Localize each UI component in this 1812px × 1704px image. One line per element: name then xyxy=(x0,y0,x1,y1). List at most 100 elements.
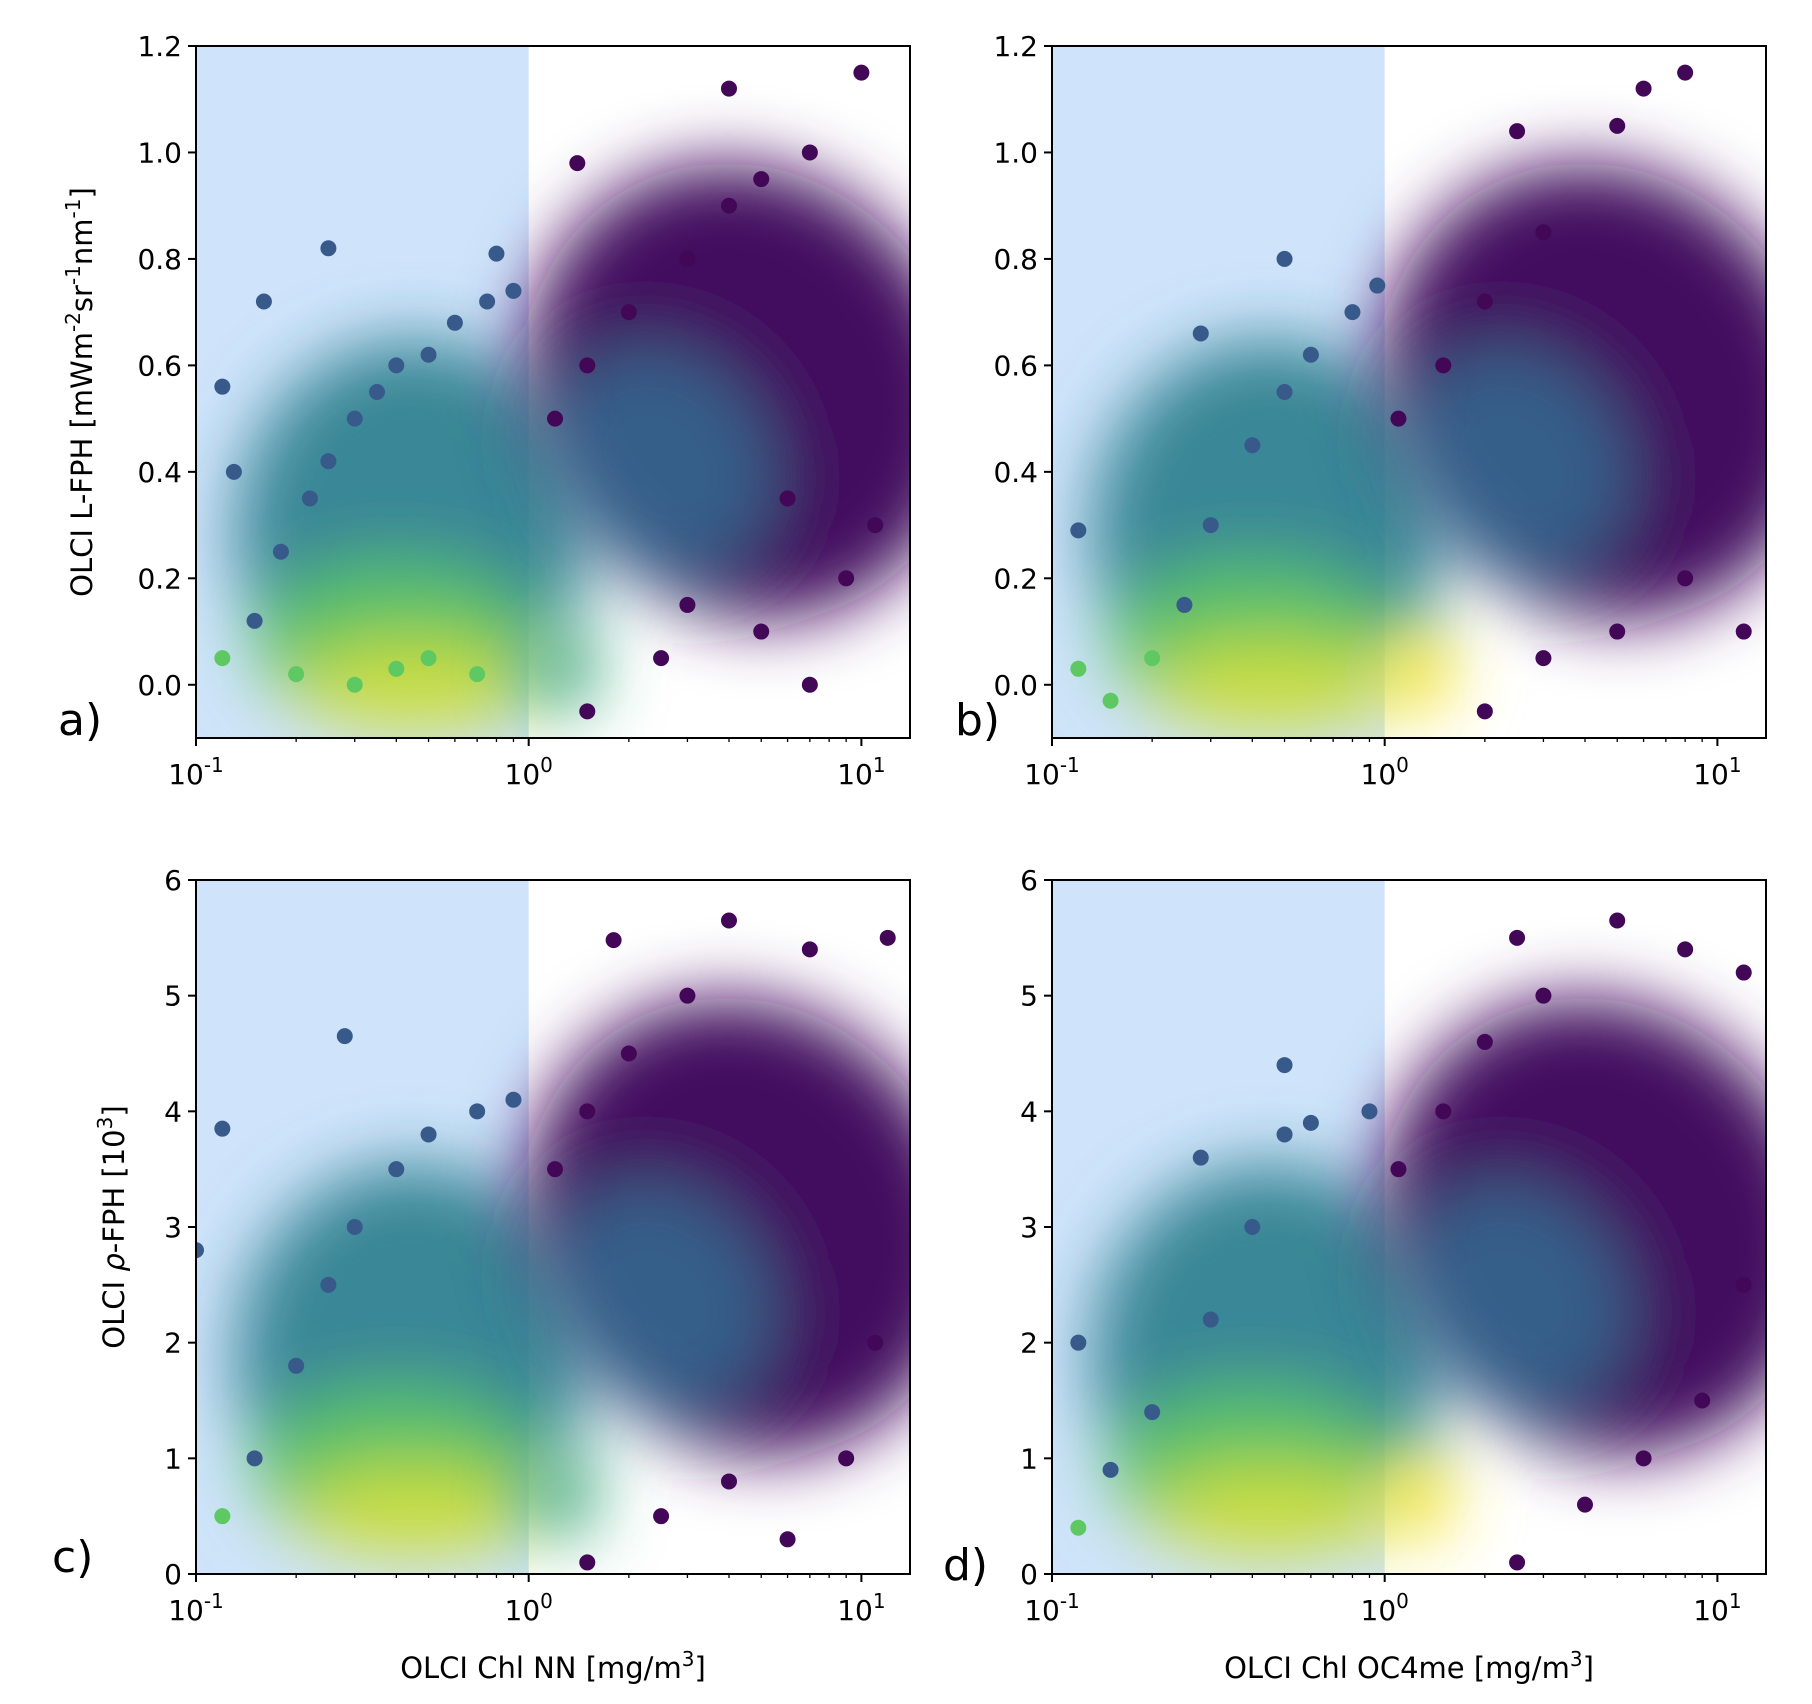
plot-area xyxy=(1052,46,1766,738)
scatter-point xyxy=(1070,1334,1087,1351)
series-high-chl xyxy=(547,912,896,1571)
y-tick-label: 0.6 xyxy=(137,349,182,382)
scatter-point xyxy=(579,1554,596,1571)
scatter-point xyxy=(1070,660,1087,677)
series-high-chl xyxy=(1390,64,1752,720)
scatter-point xyxy=(605,932,622,949)
y-tick-label: 2 xyxy=(164,1327,182,1360)
y-tick-label: 0.8 xyxy=(137,243,182,276)
scatter-point xyxy=(336,1028,353,1045)
scatter-point xyxy=(301,490,318,507)
y-tick-label: 0.0 xyxy=(993,669,1038,702)
y-tick-label: 1 xyxy=(164,1442,182,1475)
density-high-chl xyxy=(524,163,910,713)
scatter-point xyxy=(1361,1103,1378,1120)
scatter-point xyxy=(547,1161,564,1178)
scatter-point xyxy=(1609,912,1626,929)
x-tick-label: 100 xyxy=(505,753,553,791)
scatter-point xyxy=(246,1450,263,1467)
scatter-point xyxy=(569,155,586,172)
y-tick-label: 1.2 xyxy=(137,30,182,63)
scatter-point xyxy=(867,517,884,534)
scatter-point xyxy=(1276,1057,1293,1074)
scatter-point xyxy=(579,703,596,720)
scatter-point xyxy=(1694,1392,1711,1409)
scatter-point xyxy=(853,64,870,81)
y-tick-label: 1 xyxy=(1020,1442,1038,1475)
scatter-point xyxy=(720,1473,737,1490)
y-tick-label: 3 xyxy=(164,1211,182,1244)
scatter-point xyxy=(1635,1450,1652,1467)
x-axis-label: OLCI Chl OC4me [mg/m3] xyxy=(1224,1647,1594,1685)
scatter-point xyxy=(1509,1554,1526,1571)
y-tick-label: 0.8 xyxy=(993,243,1038,276)
scatter-point xyxy=(779,490,796,507)
scatter-point xyxy=(1192,325,1209,342)
scatter-point xyxy=(801,144,818,161)
scatter-point xyxy=(320,453,337,470)
scatter-point xyxy=(1509,123,1526,140)
scatter-point xyxy=(1244,437,1261,454)
scatter-point xyxy=(214,650,231,667)
scatter-point xyxy=(679,987,696,1004)
plot-area xyxy=(196,880,910,1574)
scatter-point xyxy=(1192,1149,1209,1166)
scatter-point xyxy=(420,1126,437,1143)
plot-area xyxy=(1052,880,1766,1574)
y-tick-label: 6 xyxy=(164,864,182,897)
y-tick-label: 5 xyxy=(164,980,182,1013)
scatter-point xyxy=(446,314,463,331)
scatter-point xyxy=(320,1276,337,1293)
scatter-point xyxy=(779,1531,796,1548)
scatter-point xyxy=(505,282,522,299)
series-high-chl xyxy=(547,64,884,720)
scatter-point xyxy=(1609,117,1626,134)
scatter-point xyxy=(288,666,305,683)
scatter-point xyxy=(679,250,696,267)
scatter-point xyxy=(801,676,818,693)
y-tick-label: 1.0 xyxy=(137,136,182,169)
scatter-point xyxy=(620,304,637,321)
scatter-point xyxy=(388,357,405,374)
panel-label: d) xyxy=(943,1540,988,1591)
scatter-point xyxy=(1202,1311,1219,1328)
series-low-chl xyxy=(196,1028,522,1525)
scatter-point xyxy=(720,197,737,214)
plot-area xyxy=(196,46,910,738)
series-low-chl xyxy=(1070,1057,1378,1536)
density-low-chl xyxy=(234,338,592,730)
scatter-point xyxy=(420,346,437,363)
scatter-point xyxy=(1344,304,1361,321)
x-tick-label: 10-1 xyxy=(168,753,224,791)
scatter-point xyxy=(214,1120,231,1137)
y-tick-label: 4 xyxy=(1020,1095,1038,1128)
scatter-point xyxy=(1102,692,1119,709)
scatter-point xyxy=(1302,346,1319,363)
y-tick-label: 2 xyxy=(1020,1327,1038,1360)
scatter-point xyxy=(1144,650,1161,667)
y-tick-label: 3 xyxy=(1020,1211,1038,1244)
scatter-point xyxy=(879,929,896,946)
scatter-point xyxy=(214,378,231,395)
scatter-point xyxy=(214,1508,231,1525)
series-low-chl xyxy=(1070,250,1386,709)
scatter-point xyxy=(479,293,496,310)
scatter-point xyxy=(1276,250,1293,267)
axes-frame xyxy=(195,45,911,739)
x-tick-label: 101 xyxy=(837,753,885,791)
scatter-point xyxy=(1735,623,1752,640)
scatter-point xyxy=(272,543,289,560)
y-tick-label: 6 xyxy=(1020,864,1038,897)
scatter-point xyxy=(1735,964,1752,981)
scatter-point xyxy=(801,941,818,958)
x-tick-label: 10-1 xyxy=(1024,1589,1080,1627)
scatter-point xyxy=(579,357,596,374)
scatter-point xyxy=(1476,1033,1493,1050)
density-low-chl xyxy=(1090,1163,1448,1556)
panel-a: 0.0 0.2 0.4 0.6 0.8 1.0 1.2 10-1 100 101 a) OLCI L-… xyxy=(58,30,911,791)
scatter-point xyxy=(1509,929,1526,946)
y-tick-label: 4 xyxy=(164,1095,182,1128)
y-tick-label: 0.0 xyxy=(137,669,182,702)
y-tick-label: 0.4 xyxy=(137,456,182,489)
scatter-point xyxy=(1635,80,1652,97)
